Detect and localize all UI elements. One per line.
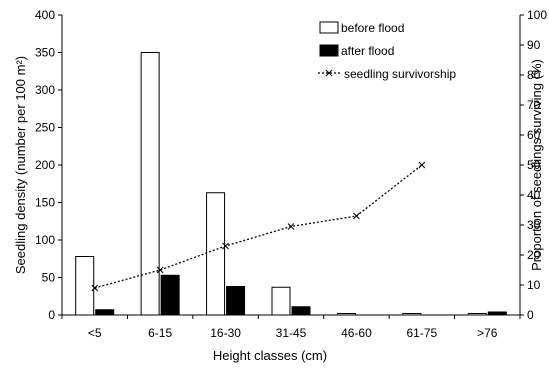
bar-before-flood	[206, 192, 226, 316]
y2-tick-label: 90	[527, 38, 541, 52]
legend-label-after-flood: after flood	[341, 44, 394, 58]
survivorship-point	[418, 161, 426, 169]
x-tick-label: 16-30	[210, 326, 241, 340]
y-tick-label: 250	[35, 121, 55, 135]
y2-tick-label: 10	[527, 278, 541, 292]
x-tick-label: 61-75	[407, 326, 438, 340]
survivorship-line	[91, 161, 426, 292]
bar-before-flood	[140, 52, 160, 316]
bars	[75, 52, 507, 316]
y-tick-label: 50	[42, 271, 56, 285]
y2-tick-label: 30	[527, 218, 541, 232]
legend: before flood after flood seedling surviv…	[318, 21, 456, 81]
legend-label-survivorship: seedling survivorship	[344, 67, 456, 81]
y-tick-label: 300	[35, 83, 55, 97]
x-tick-label: 6-15	[148, 326, 172, 340]
legend-swatch-before-flood	[319, 21, 339, 34]
bar-before-flood	[75, 256, 95, 316]
x-tick-label: >76	[477, 326, 498, 340]
survivorship-point	[156, 266, 164, 274]
bar-before-flood	[271, 286, 291, 316]
survivorship-point	[287, 223, 295, 230]
bar-after-flood	[291, 306, 311, 316]
y2-axis-title: Proportion of seedlings surviving (%)	[529, 59, 544, 271]
bar-after-flood	[95, 309, 115, 316]
y-tick-label: 350	[35, 46, 55, 60]
y2-tick-label: 70	[527, 98, 541, 112]
y2-tick-label: 50	[527, 158, 541, 172]
y-tick-label: 100	[35, 233, 55, 247]
y-tick-label: 0	[48, 308, 55, 322]
survivorship-point	[353, 212, 360, 220]
legend-marker-survivorship	[325, 69, 333, 77]
bar-after-flood	[226, 286, 246, 316]
legend-label-before-flood: before flood	[341, 21, 404, 35]
bar-before-flood	[336, 313, 356, 316]
x-tick-label: 46-60	[341, 326, 372, 340]
x-axis-title: Height classes (cm)	[213, 348, 327, 363]
legend-swatch-after-flood	[319, 44, 339, 57]
survivorship-point	[222, 242, 229, 250]
y2-tick-label: 0	[527, 308, 534, 322]
y2-tick-label: 100	[527, 8, 547, 22]
survivorship-point	[91, 284, 99, 292]
bar-before-flood	[467, 313, 487, 316]
bar-after-flood	[160, 274, 180, 316]
survivorship-polyline	[94, 164, 423, 289]
bar-before-flood	[402, 313, 422, 316]
y2-tick-label: 60	[527, 128, 541, 142]
bar-after-flood	[487, 311, 507, 316]
plot-area	[61, 15, 521, 316]
y-tick-label: 150	[35, 196, 55, 210]
y-axis-title: Seedling density (number per 100 m²)	[13, 56, 28, 274]
y2-tick-label: 20	[527, 248, 541, 262]
y2-tick-label: 80	[527, 68, 541, 82]
x-tick-label: <5	[88, 326, 102, 340]
y-tick-label: 400	[35, 8, 55, 22]
y2-tick-label: 40	[527, 188, 541, 202]
x-tick-label: 31-45	[276, 326, 307, 340]
y-tick-label: 200	[35, 158, 55, 172]
axis-ticks: 0 50 100 150 200 250 300 350 400 0 10 20 30 40 50 60 70 8…	[35, 8, 547, 340]
